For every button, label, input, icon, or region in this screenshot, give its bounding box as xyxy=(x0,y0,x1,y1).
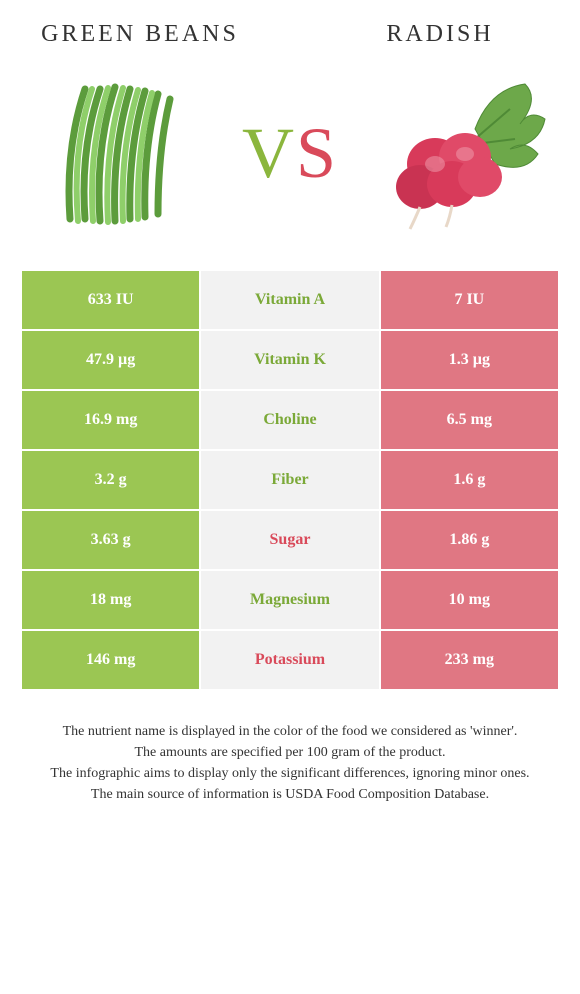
footnote-line: The infographic aims to display only the… xyxy=(20,763,560,784)
nutrient-name-cell: Fiber xyxy=(201,451,378,509)
green-beans-image xyxy=(30,69,200,239)
nutrient-name-cell: Vitamin A xyxy=(201,271,378,329)
footnote-line: The amounts are specified per 100 gram o… xyxy=(20,742,560,763)
vs-v-letter: V xyxy=(242,113,296,193)
right-value-cell: 1.6 g xyxy=(381,451,558,509)
images-row: VS xyxy=(0,59,580,269)
nutrient-name-cell: Magnesium xyxy=(201,571,378,629)
right-value-cell: 6.5 mg xyxy=(381,391,558,449)
right-value-cell: 1.86 g xyxy=(381,511,558,569)
left-food-title: GREEN BEANS xyxy=(40,20,240,49)
table-row: 3.63 gSugar1.86 g xyxy=(22,511,558,569)
comparison-table-wrap: 633 IUVitamin A7 IU47.9 µgVitamin K1.3 µ… xyxy=(0,269,580,691)
nutrient-name-cell: Potassium xyxy=(201,631,378,689)
table-row: 633 IUVitamin A7 IU xyxy=(22,271,558,329)
radish-icon xyxy=(380,69,550,239)
nutrient-name-cell: Vitamin K xyxy=(201,331,378,389)
table-row: 47.9 µgVitamin K1.3 µg xyxy=(22,331,558,389)
radish-image xyxy=(380,69,550,239)
right-value-cell: 10 mg xyxy=(381,571,558,629)
left-value-cell: 3.63 g xyxy=(22,511,199,569)
left-value-cell: 3.2 g xyxy=(22,451,199,509)
table-row: 16.9 mgCholine6.5 mg xyxy=(22,391,558,449)
vs-s-letter: S xyxy=(296,113,338,193)
footnote-line: The main source of information is USDA F… xyxy=(20,784,560,805)
green-beans-icon xyxy=(30,69,200,239)
nutrient-name-cell: Choline xyxy=(201,391,378,449)
left-value-cell: 47.9 µg xyxy=(22,331,199,389)
left-value-cell: 16.9 mg xyxy=(22,391,199,449)
footnotes: The nutrient name is displayed in the co… xyxy=(0,691,580,805)
comparison-table: 633 IUVitamin A7 IU47.9 µgVitamin K1.3 µ… xyxy=(20,269,560,691)
vs-label: VS xyxy=(242,112,338,195)
left-value-cell: 18 mg xyxy=(22,571,199,629)
footnote-line: The nutrient name is displayed in the co… xyxy=(20,721,560,742)
table-row: 3.2 gFiber1.6 g xyxy=(22,451,558,509)
table-row: 18 mgMagnesium10 mg xyxy=(22,571,558,629)
right-value-cell: 7 IU xyxy=(381,271,558,329)
right-food-title: RADISH xyxy=(340,20,540,49)
nutrient-name-cell: Sugar xyxy=(201,511,378,569)
right-value-cell: 233 mg xyxy=(381,631,558,689)
left-value-cell: 146 mg xyxy=(22,631,199,689)
left-value-cell: 633 IU xyxy=(22,271,199,329)
right-value-cell: 1.3 µg xyxy=(381,331,558,389)
table-row: 146 mgPotassium233 mg xyxy=(22,631,558,689)
header-row: GREEN BEANS RADISH xyxy=(0,0,580,59)
